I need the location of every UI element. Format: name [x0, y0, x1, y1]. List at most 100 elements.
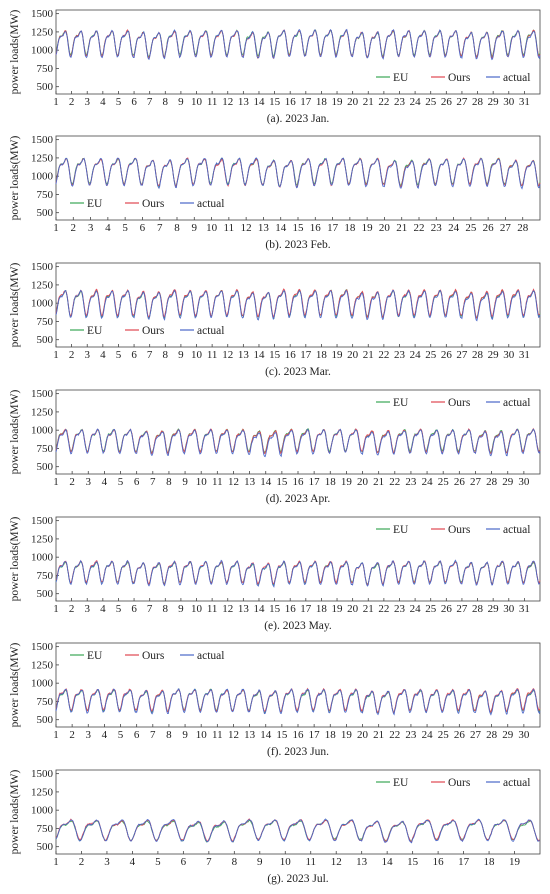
x-tick-label: 24 [422, 729, 434, 741]
legend: EU Ours actual [70, 198, 224, 210]
x-tick-label: 23 [394, 96, 406, 108]
y-tick-label: 750 [37, 443, 54, 455]
x-tick-label: 4 [102, 729, 108, 741]
x-tick-label: 6 [140, 222, 146, 234]
x-tick-label: 20 [379, 222, 391, 234]
x-tick-label: 4 [100, 349, 106, 361]
x-tick-label: 12 [228, 729, 239, 741]
x-tick-label: 24 [410, 603, 422, 615]
legend-label: Ours [448, 524, 471, 536]
series-line-actual [55, 687, 541, 716]
x-tick-label: 20 [347, 603, 359, 615]
legend: EU Ours actual [376, 397, 530, 409]
series-line-actual [55, 28, 541, 61]
x-tick-label: 21 [396, 222, 407, 234]
x-tick-label: 19 [362, 222, 374, 234]
y-tick-label: 1000 [31, 805, 54, 817]
x-tick-label: 1 [53, 96, 59, 108]
x-tick-label: 14 [260, 476, 272, 488]
x-tick-label: 30 [518, 729, 530, 741]
x-tick-label: 11 [212, 729, 223, 741]
x-tick-label: 27 [456, 603, 468, 615]
x-tick-label: 13 [244, 476, 256, 488]
x-tick-label: 26 [441, 349, 453, 361]
x-tick-label: 3 [88, 222, 94, 234]
x-tick-label: 10 [196, 729, 208, 741]
x-tick-label: 8 [174, 222, 180, 234]
x-tick-label: 23 [405, 476, 417, 488]
y-tick-label: 1500 [31, 134, 54, 146]
x-tick-label: 7 [150, 476, 156, 488]
x-tick-label: 2 [69, 96, 75, 108]
y-tick-label: 500 [37, 207, 54, 219]
x-tick-label: 22 [414, 222, 425, 234]
x-tick-label: 4 [100, 96, 106, 108]
x-tick-label: 5 [155, 856, 161, 868]
x-tick-label: 8 [166, 476, 172, 488]
legend: EU Ours actual [376, 777, 530, 789]
panel-caption: (e). 2023 May. [264, 620, 332, 632]
x-tick-label: 30 [503, 603, 515, 615]
x-tick-label: 23 [394, 349, 406, 361]
x-tick-label: 8 [163, 349, 169, 361]
y-tick-label: 500 [37, 461, 54, 473]
x-tick-label: 14 [253, 349, 265, 361]
x-tick-label: 10 [191, 603, 203, 615]
x-tick-label: 2 [69, 729, 75, 741]
x-tick-label: 1 [53, 349, 59, 361]
x-tick-label: 7 [147, 96, 153, 108]
series-line-actual [55, 289, 541, 322]
plot-frame [55, 516, 541, 602]
x-tick-label: 2 [79, 856, 85, 868]
x-tick-label: 16 [293, 476, 305, 488]
x-tick-label: 19 [341, 729, 353, 741]
x-tick-label: 7 [147, 349, 153, 361]
x-tick-label: 10 [280, 856, 292, 868]
x-tick-label: 9 [192, 222, 198, 234]
y-tick-label: 500 [37, 588, 54, 600]
legend-label: EU [393, 72, 409, 84]
x-tick-label: 28 [486, 729, 498, 741]
x-tick-label: 3 [84, 603, 90, 615]
x-tick-label: 3 [84, 349, 90, 361]
x-tick-label: 3 [84, 96, 90, 108]
x-tick-label: 14 [275, 222, 287, 234]
legend: EU Ours actual [376, 524, 530, 536]
y-axis-label: power loads(MW) [9, 517, 21, 602]
x-tick-label: 15 [293, 222, 305, 234]
legend: EU Ours actual [70, 325, 224, 337]
x-tick-label: 6 [134, 476, 140, 488]
legend-label: actual [197, 650, 224, 662]
x-tick-label: 20 [357, 729, 369, 741]
y-tick-label: 1500 [31, 388, 54, 400]
panel-caption: (b). 2023 Feb. [265, 239, 330, 251]
x-tick-label: 1 [53, 856, 59, 868]
x-tick-label: 27 [500, 222, 512, 234]
x-tick-label: 19 [341, 476, 353, 488]
x-tick-label: 11 [207, 349, 218, 361]
y-axis-label: power loads(MW) [9, 770, 21, 855]
x-tick-label: 28 [517, 222, 529, 234]
x-tick-label: 22 [389, 729, 400, 741]
panel-caption: (a). 2023 Jan. [267, 113, 330, 125]
x-tick-label: 4 [102, 476, 108, 488]
x-tick-label: 25 [438, 729, 450, 741]
x-tick-label: 7 [157, 222, 163, 234]
x-tick-label: 30 [518, 476, 530, 488]
plot-frame [55, 769, 541, 855]
x-tick-label: 19 [332, 603, 344, 615]
x-tick-label: 2 [71, 222, 77, 234]
y-axis-label: power loads(MW) [9, 10, 21, 95]
x-tick-label: 11 [207, 96, 218, 108]
x-tick-label: 22 [378, 603, 389, 615]
x-tick-label: 3 [104, 856, 110, 868]
y-tick-label: 500 [37, 81, 54, 93]
x-tick-label: 19 [509, 856, 521, 868]
